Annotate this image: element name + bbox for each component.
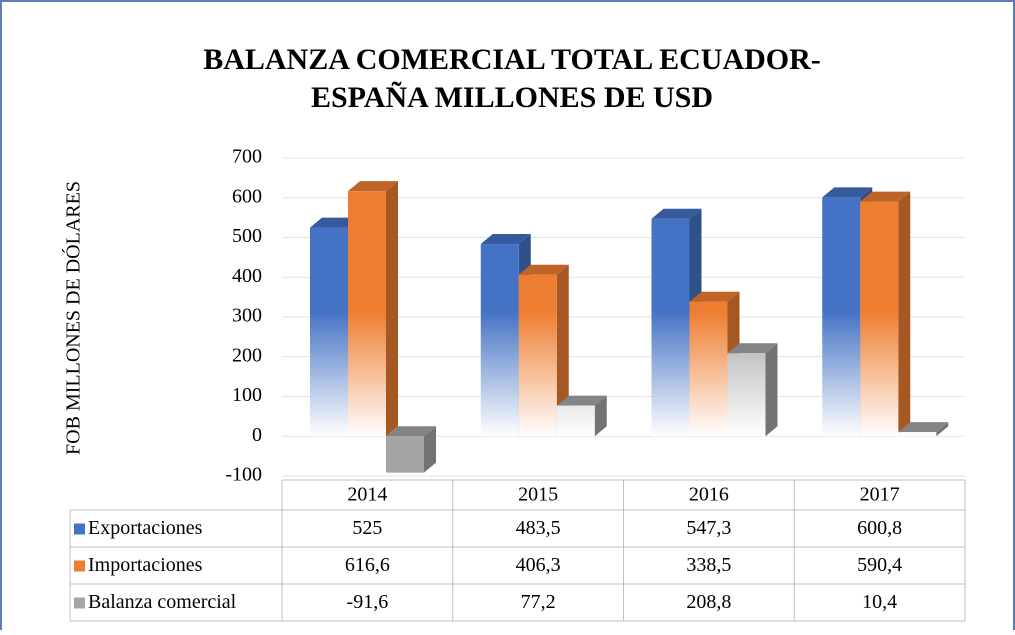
bar	[727, 353, 766, 437]
bar	[689, 301, 728, 437]
bar-side	[594, 395, 607, 437]
table-value: 616,6	[345, 554, 390, 576]
bar	[822, 197, 861, 437]
x-tick-label: 2016	[689, 484, 729, 506]
y-tick-label: 0	[252, 424, 262, 446]
legend-key	[74, 560, 85, 572]
bar-top	[727, 343, 778, 354]
table-value: 590,4	[857, 554, 902, 576]
table-value: 600,8	[857, 517, 902, 539]
bar-side	[424, 426, 436, 473]
legend-key	[74, 523, 85, 535]
y-tick-label: 500	[232, 225, 262, 247]
table-value: 547,3	[686, 517, 731, 539]
bar-side	[556, 264, 569, 437]
bar	[518, 274, 557, 437]
y-tick-label: 700	[232, 146, 262, 168]
table-value: 525	[352, 517, 382, 539]
bar-side	[765, 343, 778, 437]
legend-label: Balanza comercial	[88, 591, 237, 613]
y-tick-label: 400	[232, 265, 262, 287]
x-tick-label: 2017	[860, 484, 900, 506]
bar	[651, 218, 690, 437]
table-value: 208,8	[686, 591, 731, 613]
table-value: 10,4	[862, 591, 897, 613]
table-value: 483,5	[516, 517, 561, 539]
bar	[310, 227, 348, 437]
bar-top	[480, 234, 531, 245]
bar	[348, 191, 386, 437]
bar-top	[556, 395, 607, 406]
bar-top	[651, 208, 702, 219]
y-tick-label: 600	[232, 185, 262, 207]
bar-side	[386, 181, 398, 437]
legend-label: Exportaciones	[88, 517, 203, 539]
y-tick-label: 200	[232, 344, 262, 366]
bar-top	[822, 187, 873, 198]
x-tick-label: 2015	[518, 484, 558, 506]
chart-title: ESPAÑA MILLONES DE USD	[311, 81, 713, 114]
chart-title: BALANZA COMERCIAL TOTAL ECUADOR-	[203, 43, 821, 76]
bar-top	[310, 217, 360, 228]
bar-top	[386, 426, 436, 437]
bar-side	[936, 422, 949, 437]
y-tick-label: 100	[232, 384, 262, 406]
y-tick-label: -100	[225, 464, 262, 486]
bar-top	[860, 191, 911, 202]
bar	[556, 405, 595, 437]
legend-key	[74, 597, 85, 609]
legend-label: Importaciones	[88, 554, 203, 576]
bar	[386, 436, 424, 473]
bar	[860, 201, 899, 437]
table-value: 406,3	[516, 554, 561, 576]
table-value: 338,5	[686, 554, 731, 576]
y-axis-label: FOB MILLONES DE DÓLARES	[61, 181, 85, 455]
table-value: 77,2	[521, 591, 556, 613]
bar-side	[898, 191, 911, 437]
bar-top	[689, 291, 740, 302]
bar	[898, 432, 937, 437]
bar	[480, 244, 519, 437]
bar-top	[518, 264, 569, 275]
bar-top	[898, 422, 949, 433]
bar-top	[348, 181, 398, 192]
y-tick-label: 300	[232, 305, 262, 327]
x-tick-label: 2014	[347, 484, 387, 506]
table-value: -91,6	[347, 591, 389, 613]
